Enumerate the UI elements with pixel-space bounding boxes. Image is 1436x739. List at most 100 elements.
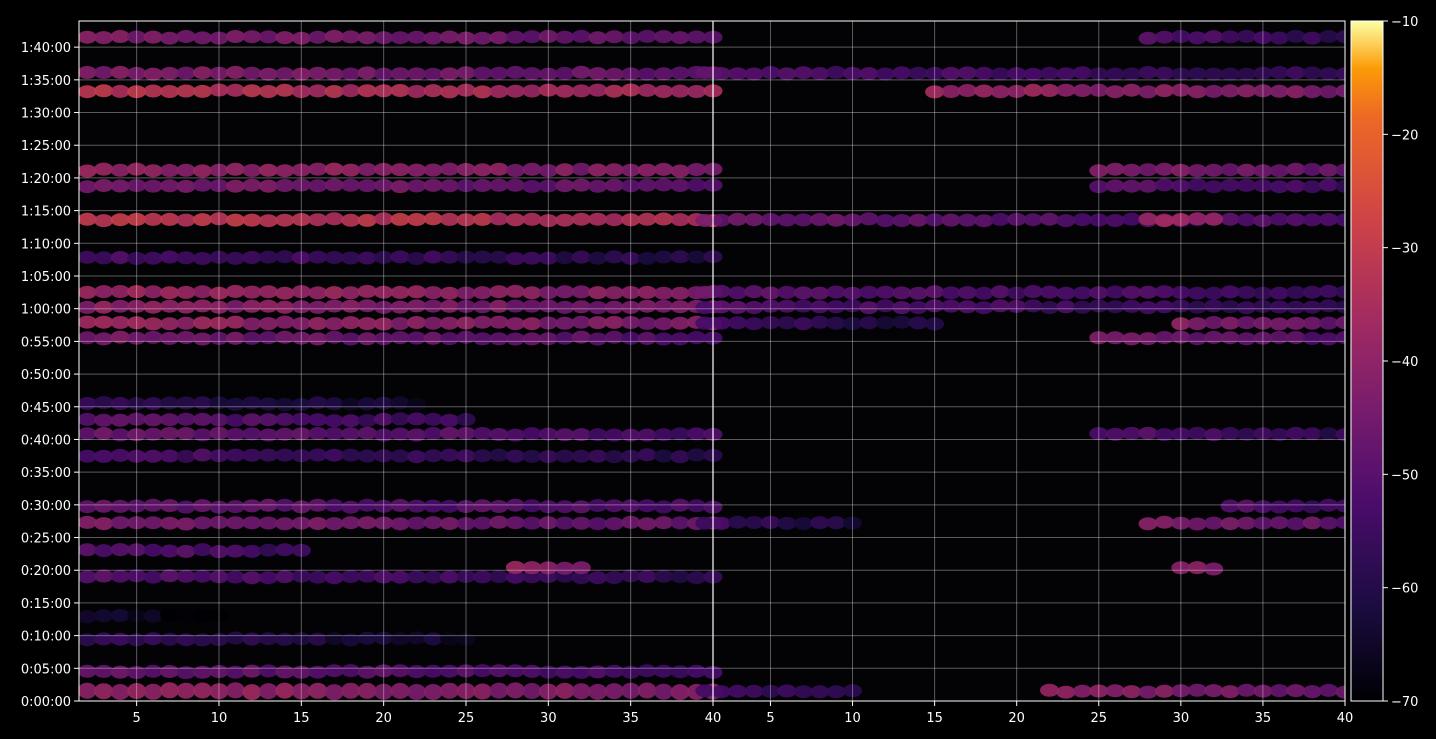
heat-cell [538, 251, 558, 265]
heat-cell [324, 448, 344, 462]
heat-cell [711, 516, 731, 530]
heat-cell [1269, 516, 1289, 530]
heatmap-cells [79, 29, 1345, 701]
heat-cell [79, 85, 97, 99]
heat-cell [489, 332, 509, 346]
heat-cell [324, 251, 344, 264]
heat-cell [555, 300, 575, 314]
heat-cell [1220, 517, 1240, 531]
heat-cell [654, 428, 674, 442]
heat-cell [242, 632, 262, 646]
heat-cell [1072, 300, 1092, 314]
heat-cell [588, 179, 608, 193]
x-tick-label: 20 [375, 711, 392, 726]
heat-cell [588, 428, 608, 442]
heat-cell [1237, 84, 1256, 98]
heat-cell [555, 449, 575, 463]
colorbar-tick-label: −20 [1391, 128, 1418, 143]
heat-cell [143, 413, 163, 427]
heat-cell [505, 284, 525, 298]
heat-cell [522, 561, 542, 575]
heat-cell [1122, 212, 1142, 226]
heat-cell [1154, 178, 1174, 192]
heat-cell [423, 664, 443, 678]
heat-cell [505, 449, 525, 463]
heat-cell [374, 212, 394, 226]
heat-cell [423, 212, 443, 226]
heat-cell [473, 570, 492, 584]
heat-cell [489, 448, 509, 462]
heat-cell [357, 426, 377, 440]
y-tick-label: 0:05:00 [21, 662, 71, 677]
heat-cell [1187, 178, 1207, 192]
x-tick-label: 30 [540, 711, 557, 726]
heat-cell [941, 66, 961, 80]
heat-cell [110, 316, 130, 329]
heat-cell [1286, 213, 1306, 227]
heat-cell [390, 331, 410, 345]
y-tick-label: 0:55:00 [21, 335, 71, 350]
heat-cell [974, 301, 994, 315]
heat-cell [875, 67, 895, 81]
heat-cell [308, 682, 328, 699]
heat-cell [505, 178, 525, 192]
heat-cell [79, 289, 81, 297]
heat-cell [357, 449, 377, 463]
heat-cell [925, 285, 945, 299]
heat-cell [654, 162, 674, 176]
heat-cell [1335, 685, 1345, 699]
heat-cell [423, 570, 443, 584]
heat-cell [407, 450, 427, 464]
heat-cell [925, 85, 945, 99]
heat-cell [357, 31, 377, 45]
heat-cell [1286, 179, 1306, 193]
heat-cell [621, 213, 641, 227]
heat-cell [242, 84, 262, 98]
heat-cell [843, 317, 862, 331]
heat-cell [143, 427, 163, 441]
heat-cell [859, 67, 879, 81]
heat-cell [225, 544, 245, 558]
heat-cell [604, 67, 624, 81]
heat-cell [1237, 67, 1256, 81]
heat-cell [291, 632, 311, 646]
heat-cell [242, 164, 262, 177]
heat-cell [1319, 498, 1339, 512]
heat-cell [1187, 517, 1207, 531]
heat-cell [1302, 66, 1322, 80]
y-tick-label: 1:35:00 [21, 74, 71, 89]
heat-cell [456, 31, 476, 45]
heat-cell [308, 427, 328, 440]
heat-cell [555, 682, 575, 699]
heat-cell [670, 516, 690, 530]
heat-cell [209, 212, 229, 226]
heat-cell [761, 299, 780, 313]
heat-cell [242, 684, 262, 701]
heat-cell [489, 515, 509, 529]
heat-cell [793, 299, 813, 313]
heat-cell [571, 500, 591, 514]
heat-cell [875, 299, 895, 313]
heat-cell [1204, 428, 1224, 442]
heat-cell [143, 300, 163, 314]
heat-cell [1023, 285, 1043, 298]
heat-cell [160, 516, 180, 530]
heat-cell [1154, 331, 1174, 344]
heat-cell [110, 665, 130, 679]
heat-cell [308, 665, 328, 679]
heat-cell [777, 67, 797, 81]
heat-cell [324, 571, 344, 585]
heat-cell [407, 316, 427, 329]
heat-cell [1204, 286, 1224, 300]
heat-cell [588, 499, 608, 512]
heat-cell [604, 571, 624, 584]
heat-cell [1187, 67, 1207, 81]
heat-cell [1122, 685, 1142, 699]
heat-cell [1122, 83, 1142, 97]
heat-cell [1138, 31, 1158, 45]
heat-cell [209, 545, 229, 559]
heat-cell [423, 250, 443, 264]
heat-cell [1171, 67, 1191, 81]
heat-cell [291, 67, 311, 81]
heat-cell [1269, 66, 1289, 79]
